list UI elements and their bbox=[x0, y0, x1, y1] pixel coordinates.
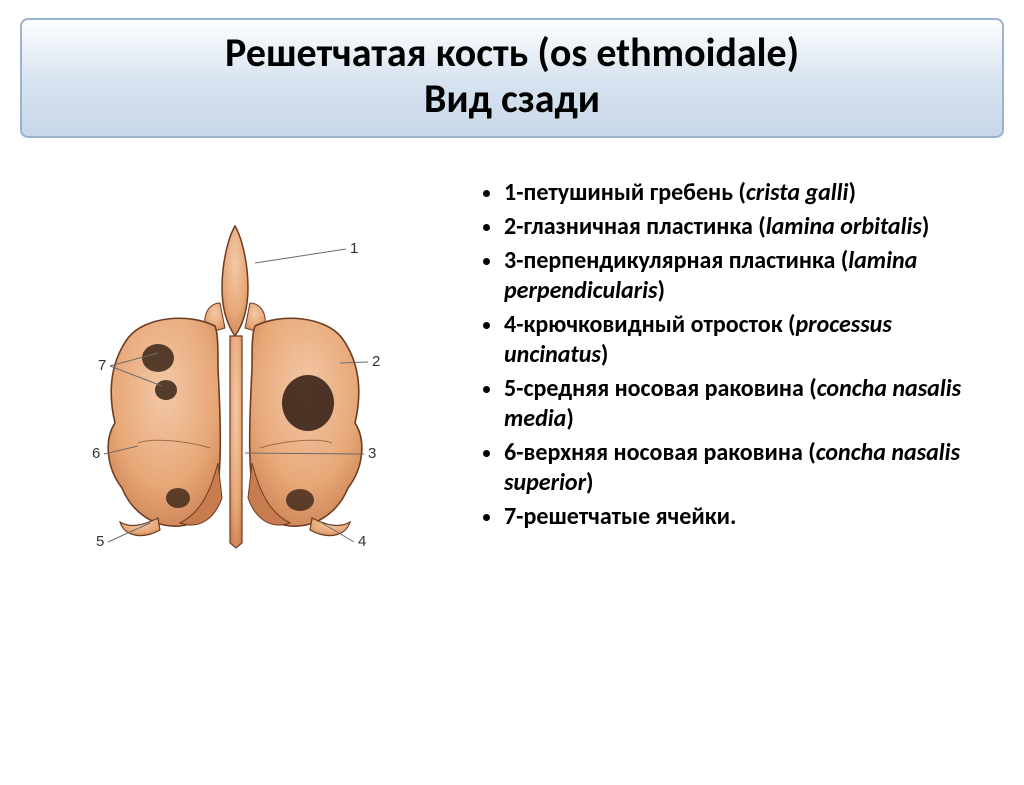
svg-text:3: 3 bbox=[368, 445, 376, 462]
svg-text:2: 2 bbox=[372, 353, 380, 370]
bone-svg: 1 2 3 4 5 6 7 bbox=[50, 208, 420, 568]
svg-text:1: 1 bbox=[350, 240, 358, 257]
legend-list: 1-петушиный гребень (crista galli) 2-глаз… bbox=[470, 178, 984, 532]
svg-text:4: 4 bbox=[358, 533, 366, 550]
legend-item: 4-крючковидный отросток (processus uncin… bbox=[504, 310, 984, 370]
title-line-1: Решетчатая кость (os ethmoidale) bbox=[32, 30, 992, 76]
legend-item: 6-верхняя носовая раковина (concha nasal… bbox=[504, 438, 984, 498]
legend-item: 3-перпендикулярная пластинка (lamina per… bbox=[504, 246, 984, 306]
title-bar: Решетчатая кость (os ethmoidale) Вид сза… bbox=[20, 18, 1004, 138]
legend-item: 1-петушиный гребень (crista galli) bbox=[504, 178, 984, 208]
content-row: 1 2 3 4 5 6 7 1-петушиный гребень (crista gall… bbox=[0, 178, 1024, 568]
legend-column: 1-петушиный гребень (crista galli) 2-глаз… bbox=[470, 178, 1024, 568]
ethmoid-diagram: 1 2 3 4 5 6 7 bbox=[50, 208, 420, 568]
title-line-2: Вид сзади bbox=[32, 76, 992, 122]
svg-text:5: 5 bbox=[96, 533, 104, 550]
svg-text:6: 6 bbox=[92, 445, 100, 462]
svg-text:7: 7 bbox=[98, 357, 106, 374]
legend-item: 5-средняя носовая раковина (concha nasal… bbox=[504, 374, 984, 434]
legend-item: 7-решетчатые ячейки. bbox=[504, 502, 984, 532]
legend-item: 2-глазничная пластинка (lamina orbitalis… bbox=[504, 212, 984, 242]
diagram-column: 1 2 3 4 5 6 7 bbox=[0, 178, 470, 568]
